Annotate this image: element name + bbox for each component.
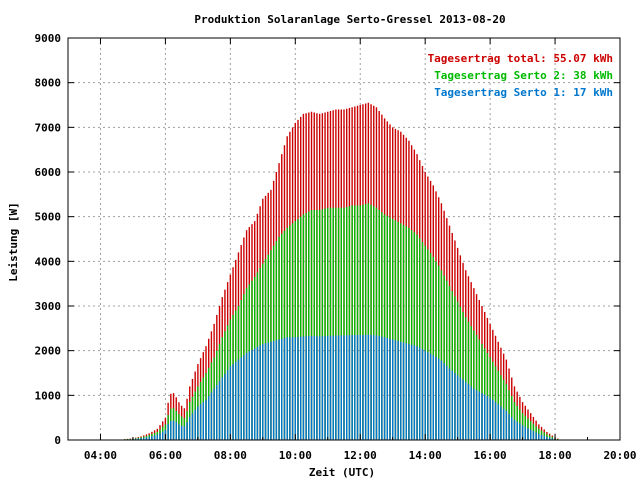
x-tick-label: 04:00	[84, 449, 117, 462]
legend: Tagesertrag total: 55.07 kWh Tagesertrag …	[428, 52, 613, 99]
x-tick-label: 08:00	[214, 449, 247, 462]
y-tick-label: 5000	[35, 211, 62, 224]
y-tick-label: 3000	[35, 300, 62, 313]
y-tick-label: 6000	[35, 166, 62, 179]
x-tick-label: 10:00	[279, 449, 312, 462]
x-axis-label: Zeit (UTC)	[309, 466, 375, 479]
x-tick-label: 12:00	[344, 449, 377, 462]
legend-entry: Tagesertrag total: 55.07 kWh	[428, 52, 613, 65]
x-tick-label: 14:00	[409, 449, 442, 462]
chart-title: Produktion Solaranlage Serto-Gressel 201…	[194, 13, 505, 26]
y-tick-label: 2000	[35, 345, 62, 358]
x-tick-label: 16:00	[474, 449, 507, 462]
x-tick-label: 06:00	[149, 449, 182, 462]
y-tick-label: 1000	[35, 389, 62, 402]
series-3-bars	[124, 334, 559, 440]
y-tick-label: 0	[54, 434, 61, 447]
y-axis-label: Leistung [W]	[7, 202, 20, 281]
y-tick-label: 8000	[35, 77, 62, 90]
axes: 04:00 06:00 08:00 10:00 12:00 14:00 16:00 18:00…	[35, 32, 637, 462]
y-tick-label: 9000	[35, 32, 62, 45]
bars	[124, 102, 559, 440]
x-tick-label: 18:00	[538, 449, 571, 462]
plot-frame	[67, 37, 621, 441]
legend-entry: Tagesertrag Serto 1: 17 kWh	[434, 86, 613, 99]
y-tick-label: 4000	[35, 255, 62, 268]
x-tick-label: 20:00	[603, 449, 636, 462]
legend-entry: Tagesertrag Serto 2: 38 kWh	[434, 69, 613, 82]
y-tick-label: 7000	[35, 121, 62, 134]
